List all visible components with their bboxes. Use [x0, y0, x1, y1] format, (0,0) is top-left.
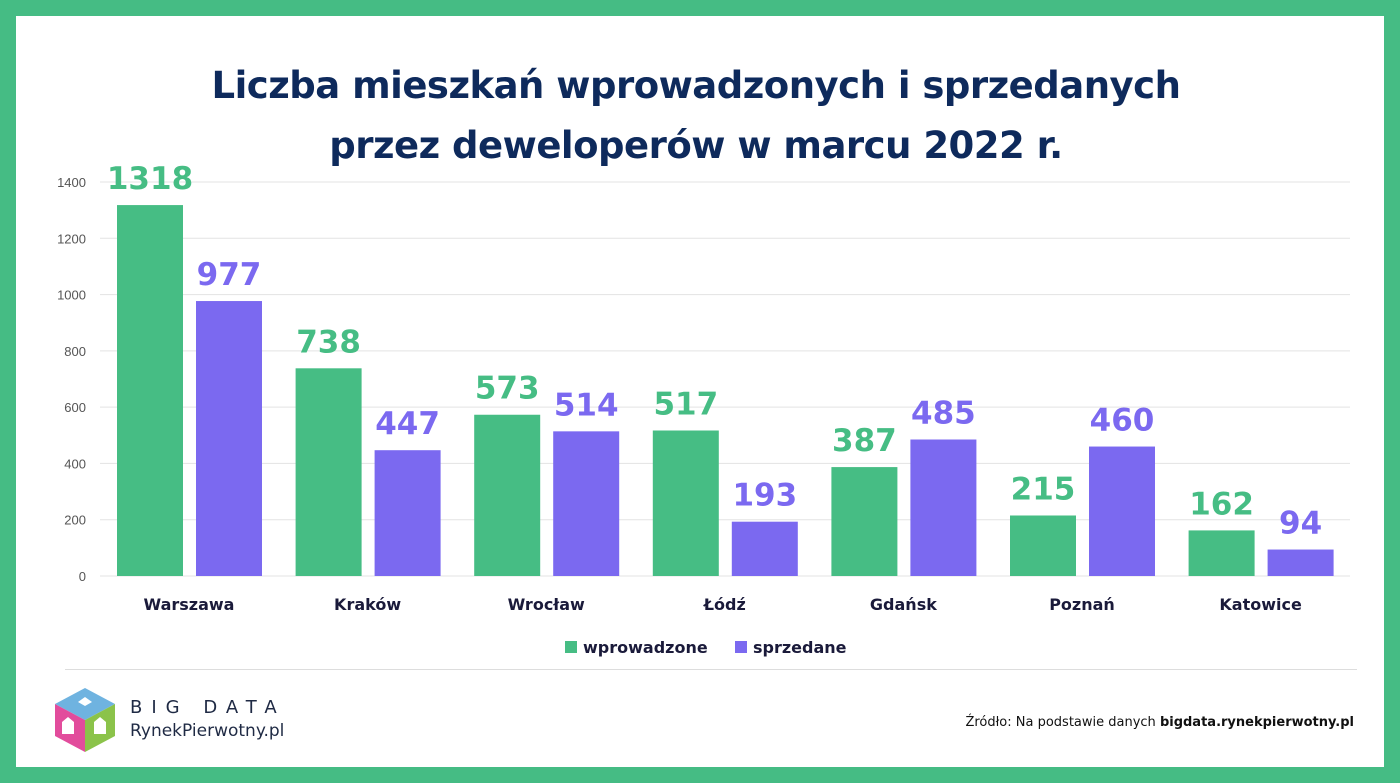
- x-tick-label: Wrocław: [508, 595, 585, 614]
- y-tick-label: 200: [64, 513, 86, 528]
- bar-wprowadzone: [1010, 515, 1076, 576]
- legend-swatch-wprowadzone: [565, 641, 577, 653]
- bar-wprowadzone: [831, 467, 898, 576]
- x-tick-label: Poznań: [1049, 595, 1115, 614]
- bigdata-cube-logo: [55, 688, 115, 752]
- source-link[interactable]: bigdata.rynekpierwotny.pl: [1159, 715, 1354, 730]
- bar-wprowadzone: [1188, 530, 1255, 576]
- y-tick-label: 600: [64, 400, 86, 415]
- data-label: 1318: [107, 161, 193, 197]
- data-label: 977: [197, 257, 262, 293]
- y-tick-label: 1200: [57, 231, 86, 246]
- data-label: 94: [1279, 506, 1322, 542]
- x-tick-label: Gdańsk: [870, 595, 937, 614]
- y-tick-label: 1400: [57, 175, 86, 190]
- x-tick-label: Łódź: [703, 595, 746, 614]
- legend-label-sprzedane: sprzedane: [753, 638, 847, 657]
- y-tick-label: 800: [64, 344, 86, 359]
- y-tick-label: 1000: [57, 288, 86, 303]
- x-tick-label: Warszawa: [144, 595, 235, 614]
- data-label: 193: [732, 478, 797, 514]
- title-line-1: Liczba mieszkań wprowadzonych i sprzedan…: [211, 64, 1181, 107]
- x-tick-label: Katowice: [1219, 595, 1302, 614]
- data-label: 485: [911, 396, 976, 432]
- data-label: 215: [1011, 471, 1076, 507]
- bar-wprowadzone: [117, 205, 183, 576]
- title-line-2: przez deweloperów w marcu 2022 r.: [329, 124, 1063, 167]
- legend-label-wprowadzone: wprowadzone: [583, 638, 708, 657]
- bar-sprzedane: [1089, 446, 1155, 576]
- legend-swatch-sprzedane: [735, 641, 747, 653]
- x-tick-label: Kraków: [334, 595, 401, 614]
- y-tick-label: 400: [64, 456, 86, 471]
- bar-sprzedane: [196, 301, 262, 576]
- data-label: 738: [296, 324, 361, 360]
- bar-sprzedane: [374, 450, 441, 576]
- divider: [65, 669, 1357, 670]
- data-label: 460: [1090, 403, 1155, 439]
- source-note: Źródło: Na podstawie danych bigdata.ryne…: [965, 715, 1354, 730]
- data-label: 447: [375, 406, 440, 442]
- bar-wprowadzone: [652, 430, 719, 576]
- data-label: 162: [1189, 486, 1254, 522]
- logo-text-bigdata: BIG DATA: [130, 697, 286, 718]
- source-prefix: Źródło: Na podstawie danych: [965, 715, 1160, 730]
- bar-wprowadzone: [295, 368, 362, 576]
- data-label: 573: [475, 371, 540, 407]
- bar-sprzedane: [1267, 549, 1334, 576]
- y-tick-label: 0: [79, 569, 86, 584]
- data-label: 517: [653, 387, 718, 423]
- logo-text-site: RynekPierwotny.pl: [130, 721, 285, 741]
- bar-wprowadzone: [474, 414, 541, 576]
- data-label: 387: [832, 423, 897, 459]
- bar-sprzedane: [553, 431, 620, 576]
- bar-sprzedane: [731, 521, 798, 576]
- chart-title: Liczba mieszkań wprowadzonych i sprzedan…: [16, 56, 1376, 176]
- data-label: 514: [554, 387, 619, 423]
- bar-sprzedane: [910, 439, 977, 576]
